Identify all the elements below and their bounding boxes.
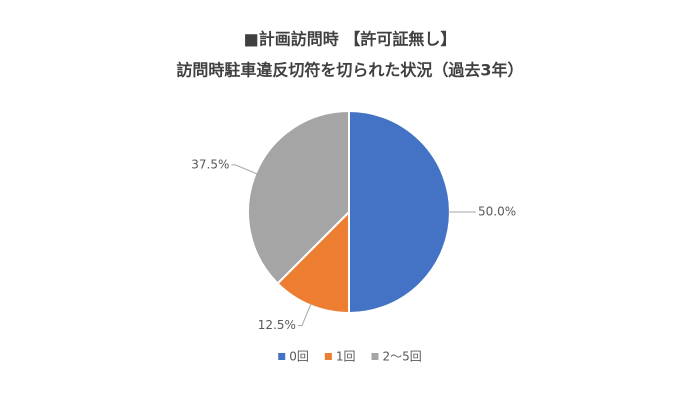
- leader-line: [231, 164, 258, 175]
- data-label: 50.0%: [478, 205, 516, 219]
- legend-swatch: [371, 353, 379, 360]
- chart-title: ■計画訪問時 【許可証無し】: [244, 30, 457, 49]
- legend-swatch: [278, 353, 286, 360]
- legend-swatch: [324, 353, 332, 360]
- data-label: 37.5%: [191, 157, 229, 171]
- legend-label: 1回: [336, 350, 356, 364]
- legend-label: 2～5回: [383, 350, 422, 364]
- legend-label: 0回: [289, 350, 309, 364]
- leader-line: [297, 303, 312, 327]
- data-label: 12.5%: [258, 318, 296, 332]
- chart-subtitle: 訪問時駐車違反切符を切られた状況（過去3年）: [176, 61, 523, 80]
